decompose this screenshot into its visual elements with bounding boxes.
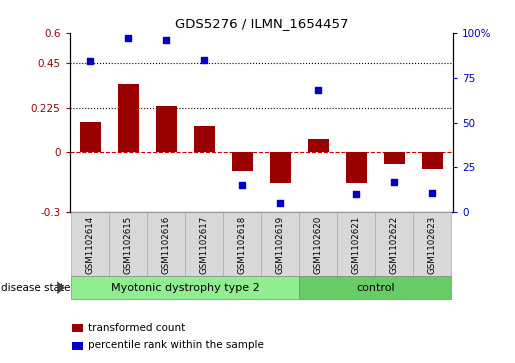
- Text: GSM1102616: GSM1102616: [162, 216, 171, 274]
- Point: [162, 37, 170, 43]
- Point: [314, 87, 322, 93]
- Point: [124, 35, 132, 41]
- Text: GSM1102621: GSM1102621: [352, 216, 361, 274]
- Bar: [414, 212, 451, 276]
- Text: GSM1102620: GSM1102620: [314, 216, 323, 274]
- Bar: [185, 212, 224, 276]
- Point: [238, 183, 247, 188]
- Bar: [72, 276, 299, 299]
- Title: GDS5276 / ILMN_1654457: GDS5276 / ILMN_1654457: [175, 17, 348, 30]
- Bar: [384, 152, 405, 164]
- Text: GSM1102615: GSM1102615: [124, 216, 133, 274]
- Text: GSM1102618: GSM1102618: [238, 216, 247, 274]
- Bar: [194, 126, 215, 152]
- Bar: [299, 212, 337, 276]
- Bar: [118, 83, 139, 152]
- Bar: [72, 212, 109, 276]
- Text: Myotonic dystrophy type 2: Myotonic dystrophy type 2: [111, 283, 260, 293]
- Bar: [261, 212, 299, 276]
- Bar: [224, 212, 261, 276]
- Point: [390, 179, 399, 185]
- Text: GSM1102619: GSM1102619: [276, 216, 285, 274]
- Text: GSM1102614: GSM1102614: [86, 216, 95, 274]
- Bar: [109, 212, 147, 276]
- Bar: [270, 152, 291, 183]
- Text: GSM1102617: GSM1102617: [200, 216, 209, 274]
- Bar: [422, 152, 443, 170]
- Text: transformed count: transformed count: [88, 323, 185, 333]
- Point: [200, 57, 209, 62]
- Point: [352, 192, 360, 197]
- Bar: [80, 122, 101, 152]
- Text: GSM1102623: GSM1102623: [428, 216, 437, 274]
- Bar: [147, 212, 185, 276]
- Bar: [375, 212, 414, 276]
- Text: control: control: [356, 283, 394, 293]
- Point: [276, 200, 284, 206]
- Bar: [156, 106, 177, 152]
- Point: [428, 190, 436, 196]
- Text: GSM1102622: GSM1102622: [390, 216, 399, 274]
- Point: [87, 58, 95, 64]
- Bar: [346, 152, 367, 183]
- Bar: [308, 139, 329, 152]
- Bar: [232, 152, 253, 171]
- Bar: [337, 212, 375, 276]
- Text: percentile rank within the sample: percentile rank within the sample: [88, 340, 264, 350]
- Bar: [299, 276, 451, 299]
- Text: disease state: disease state: [1, 283, 71, 293]
